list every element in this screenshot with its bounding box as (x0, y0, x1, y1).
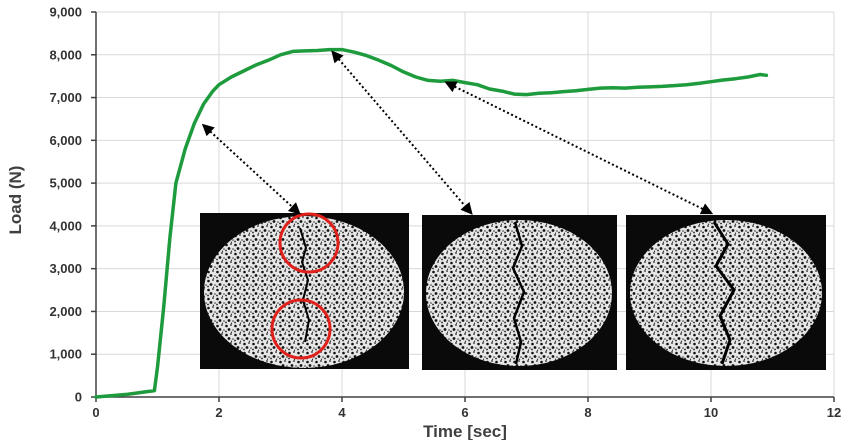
y-tick-label: 7,000 (49, 90, 82, 105)
y-tick-label: 9,000 (49, 5, 82, 20)
crack-marker-circle (278, 212, 340, 274)
x-tick-labels: 0 2 4 6 8 10 12 (92, 397, 841, 420)
inset-image-1 (200, 212, 409, 369)
crack-marker-circle (270, 298, 332, 360)
x-tick-label: 0 (92, 405, 99, 420)
y-tick-label: 3,000 (49, 261, 82, 276)
callout-arrow (201, 123, 301, 215)
inset-image-3 (626, 215, 826, 370)
y-tick-label: 6,000 (49, 133, 82, 148)
callout-arrow (331, 50, 473, 215)
x-tick-label: 10 (704, 405, 718, 420)
y-tick-label: 0 (75, 390, 82, 405)
y-axis-title: Load (N) (6, 166, 25, 235)
x-axis-title: Time [sec] (423, 422, 507, 440)
x-tick-label: 4 (338, 405, 346, 420)
y-tick-labels: 0 1,000 2,000 3,000 4,000 5,000 6,000 7,000 8,00… (49, 5, 96, 405)
y-tick-label: 8,000 (49, 47, 82, 62)
x-tick-label: 2 (215, 405, 222, 420)
callout-arrow (444, 81, 714, 215)
y-tick-label: 4,000 (49, 218, 82, 233)
y-tick-label: 5,000 (49, 176, 82, 191)
inset-image-2 (422, 215, 617, 370)
x-tick-label: 12 (827, 405, 841, 420)
callout-arrows (201, 50, 714, 215)
x-tick-label: 8 (584, 405, 591, 420)
y-tick-label: 1,000 (49, 347, 82, 362)
y-tick-label: 2,000 (49, 304, 82, 319)
x-tick-label: 6 (461, 405, 468, 420)
